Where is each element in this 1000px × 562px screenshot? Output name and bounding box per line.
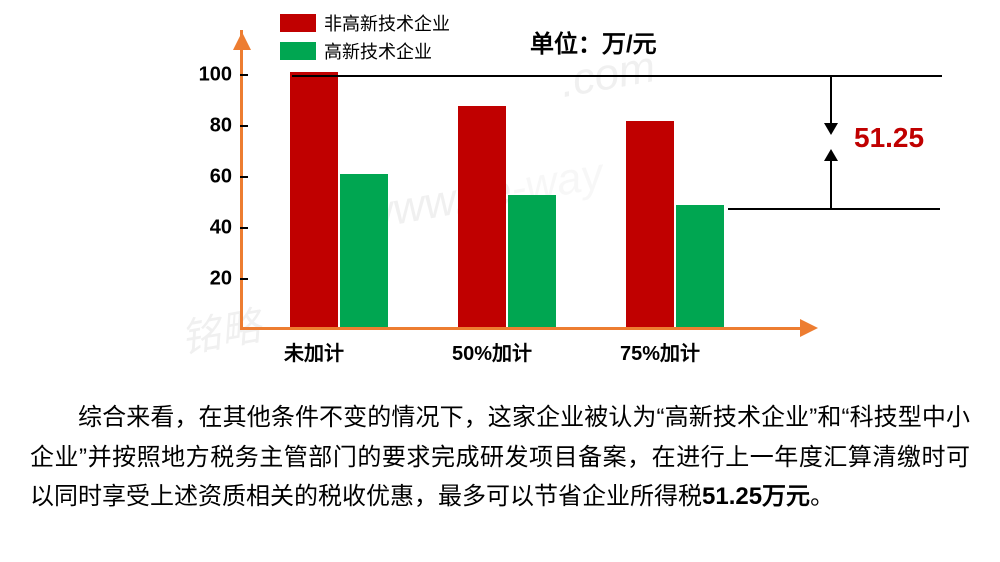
- y-tick-label: 40: [210, 217, 232, 240]
- bar-hightech: [676, 205, 724, 327]
- y-tick: [240, 125, 248, 127]
- y-tick: [240, 227, 248, 229]
- bracket-line: [830, 159, 832, 208]
- y-tick-label: 80: [210, 115, 232, 138]
- summary-paragraph: 综合来看，在其他条件不变的情况下，这家企业被认为“高新技术企业”和“科技型中小企…: [30, 398, 970, 517]
- arrow-up-icon: [824, 149, 838, 161]
- y-tick: [240, 278, 248, 280]
- plot-area: 20406080100 未加计50%加计75%加计 51.25: [240, 50, 780, 330]
- y-tick: [240, 176, 248, 178]
- bar-non-hightech: [458, 106, 506, 327]
- category-label: 未加计: [284, 337, 344, 366]
- y-tick-label: 100: [199, 64, 232, 87]
- legend-swatch: [280, 14, 316, 32]
- bar-hightech: [340, 174, 388, 327]
- reference-line-top: [292, 75, 942, 77]
- x-axis: [240, 327, 800, 330]
- y-tick-label: 20: [210, 268, 232, 291]
- y-tick: [240, 74, 248, 76]
- bar-hightech: [508, 195, 556, 327]
- x-axis-arrow-icon: [800, 319, 818, 337]
- bracket-end-tick: [825, 75, 837, 77]
- bracket-end-tick: [825, 208, 837, 210]
- legend-item-non-hightech: 非高新技术企业: [280, 10, 450, 36]
- legend-label: 非高新技术企业: [324, 10, 450, 36]
- bar-non-hightech: [290, 72, 338, 327]
- y-axis-arrow-icon: [233, 32, 251, 50]
- category-label: 50%加计: [452, 337, 532, 366]
- y-tick-label: 60: [210, 166, 232, 189]
- paragraph-bold-value: 51.25万元: [702, 483, 810, 510]
- bracket-line: [830, 75, 832, 124]
- paragraph-suffix: 。: [810, 483, 834, 510]
- arrow-down-icon: [824, 123, 838, 135]
- bar-non-hightech: [626, 121, 674, 327]
- bar-chart: 非高新技术企业 高新技术企业 单位：万/元 20406080100 未加计50%…: [200, 10, 900, 370]
- difference-value-label: 51.25: [854, 122, 924, 154]
- category-label: 75%加计: [620, 337, 700, 366]
